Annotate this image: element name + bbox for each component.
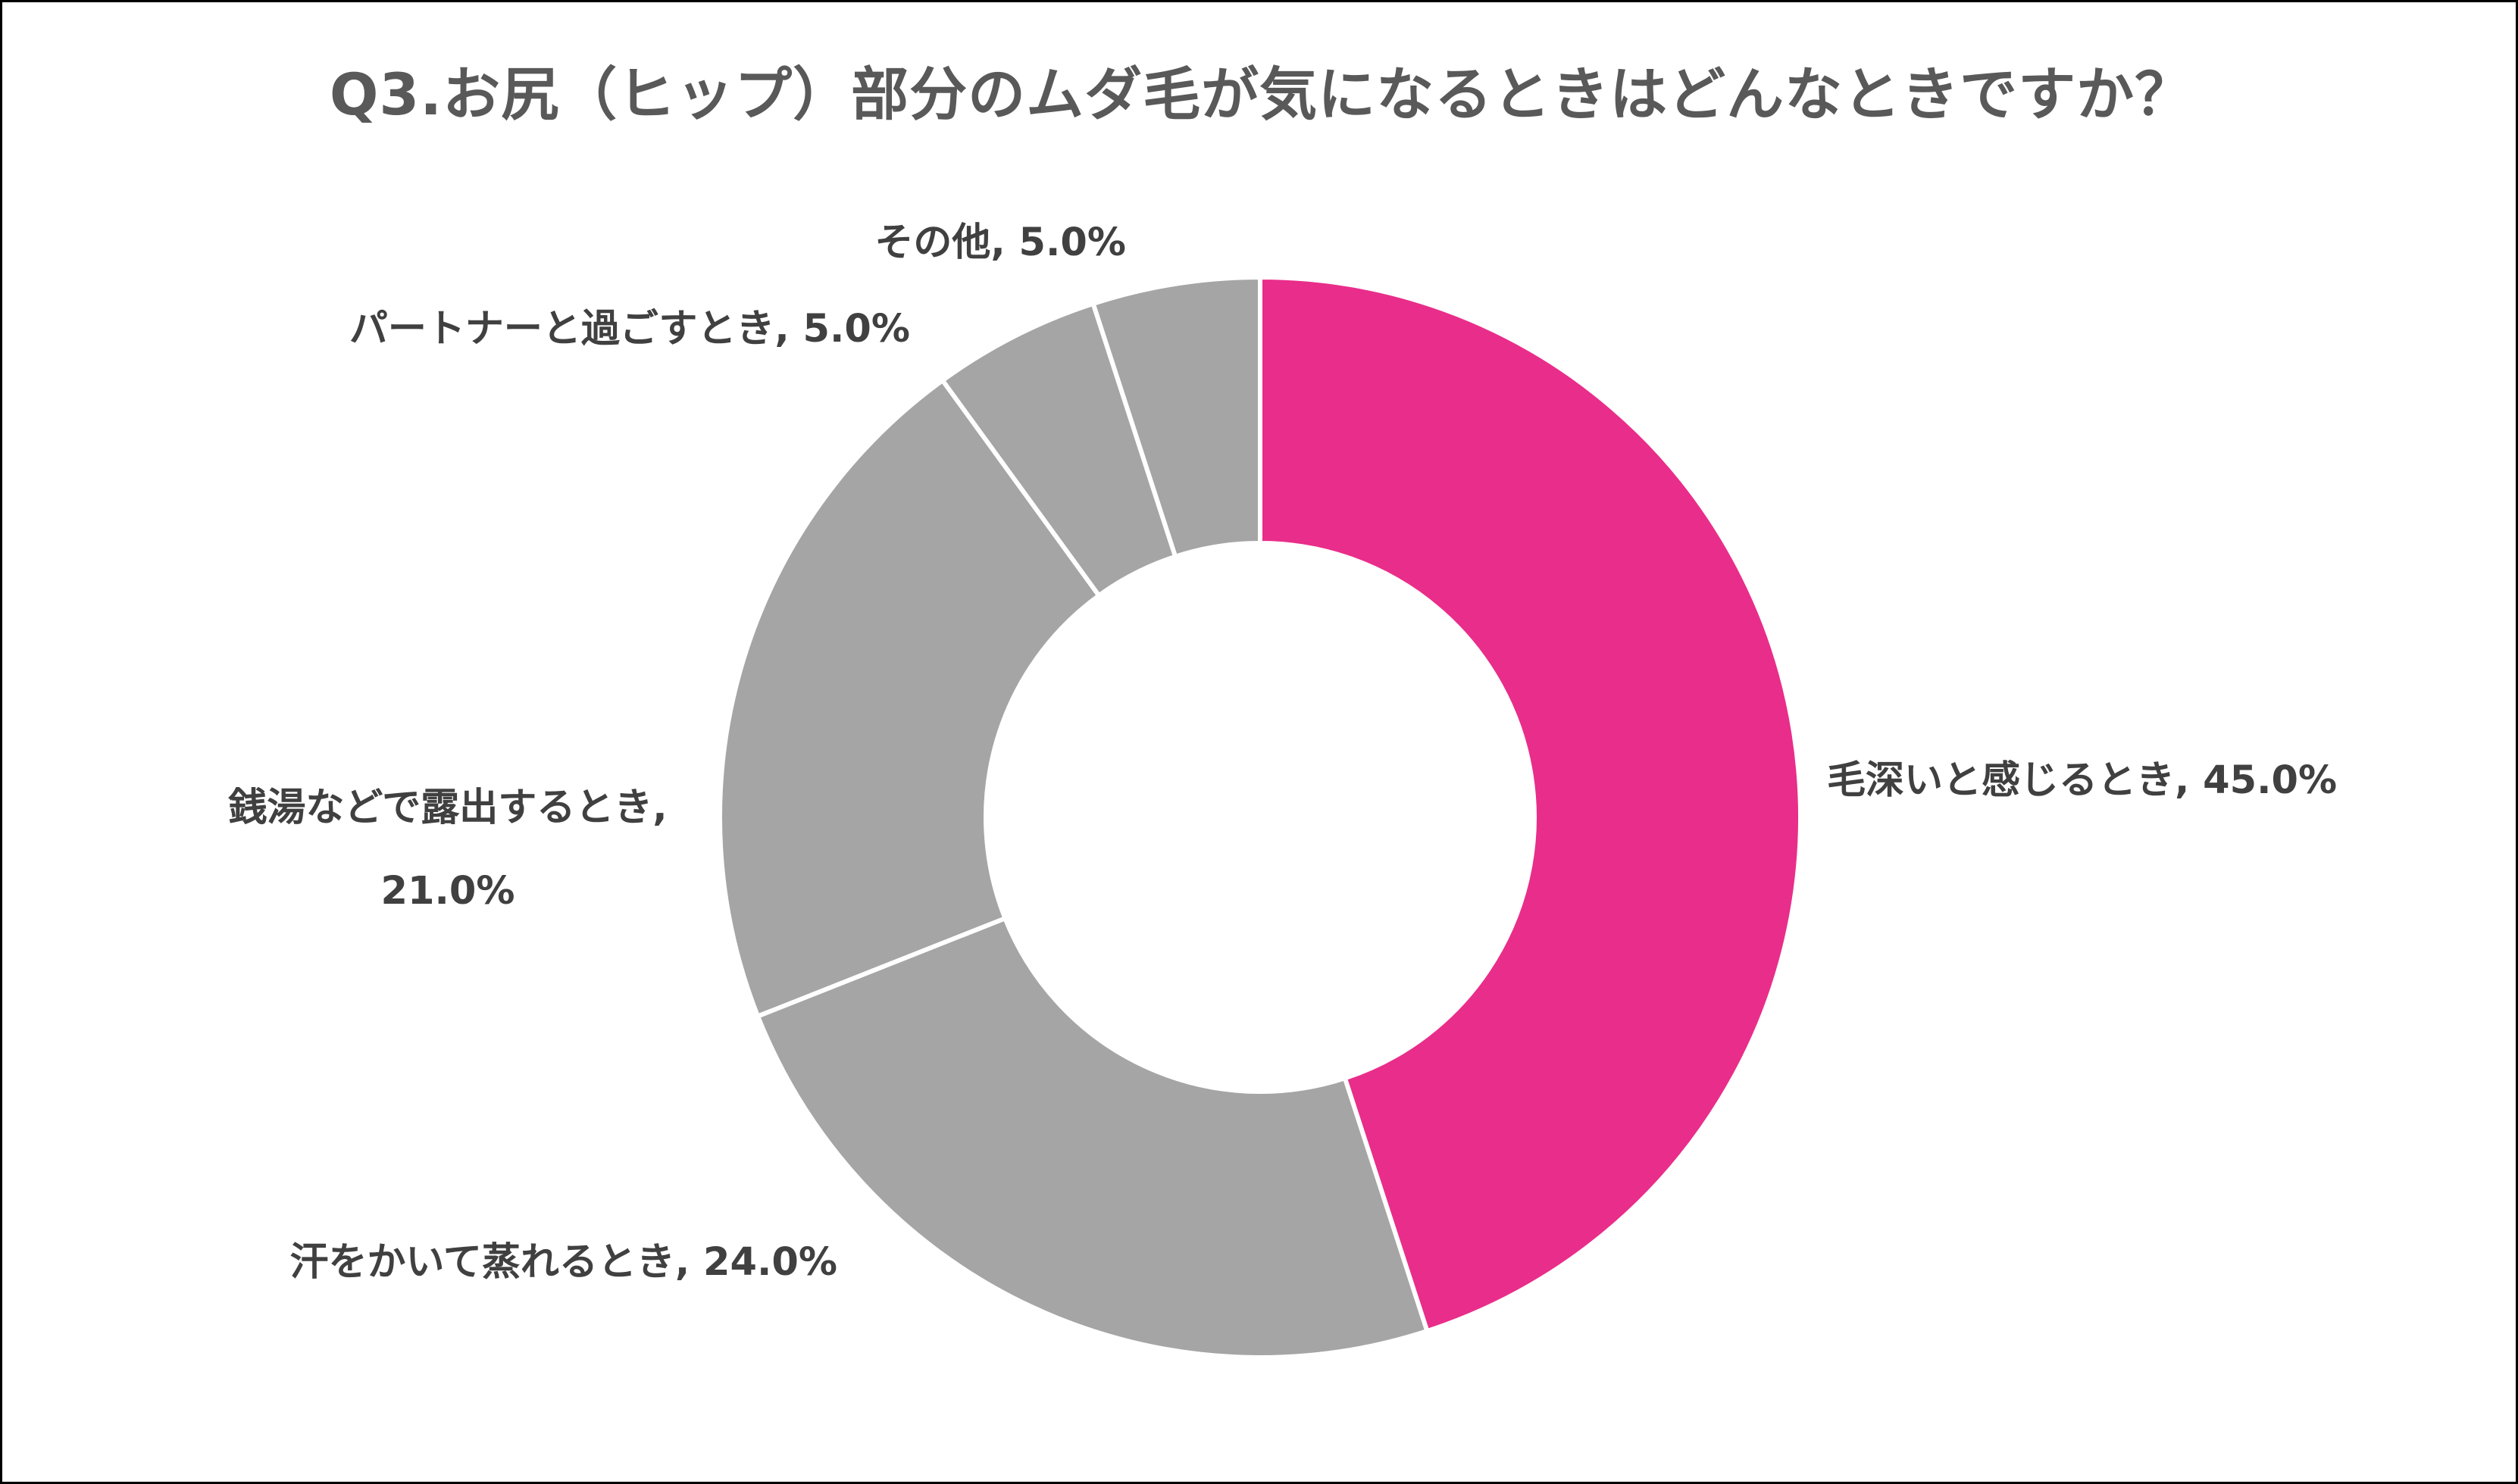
slice-2	[755, 915, 1431, 1360]
slice-label-1: 毛深いと感じるとき, 45.0%	[1827, 758, 2337, 803]
slice-1	[1258, 274, 1803, 1334]
slice-5	[1090, 274, 1262, 560]
slice-label-3: 銭湯などで露出するとき, 21.0%	[227, 786, 667, 914]
slice-label-2: 汗をかいて蒸れるとき, 24.0%	[289, 1240, 837, 1285]
slice-label-line: 銭湯などで露出するとき,	[227, 786, 667, 830]
slice-label-5: その他, 5.0%	[874, 220, 1126, 265]
chart-title: Q3.お尻（ヒップ）部分のムダ毛が気になるときはどんなときですか？	[329, 61, 2194, 128]
slice-label-line: 21.0%	[381, 869, 515, 914]
slice-3	[718, 376, 1103, 1020]
slice-label-4: パートナーと過ごすとき, 5.0%	[349, 307, 910, 351]
